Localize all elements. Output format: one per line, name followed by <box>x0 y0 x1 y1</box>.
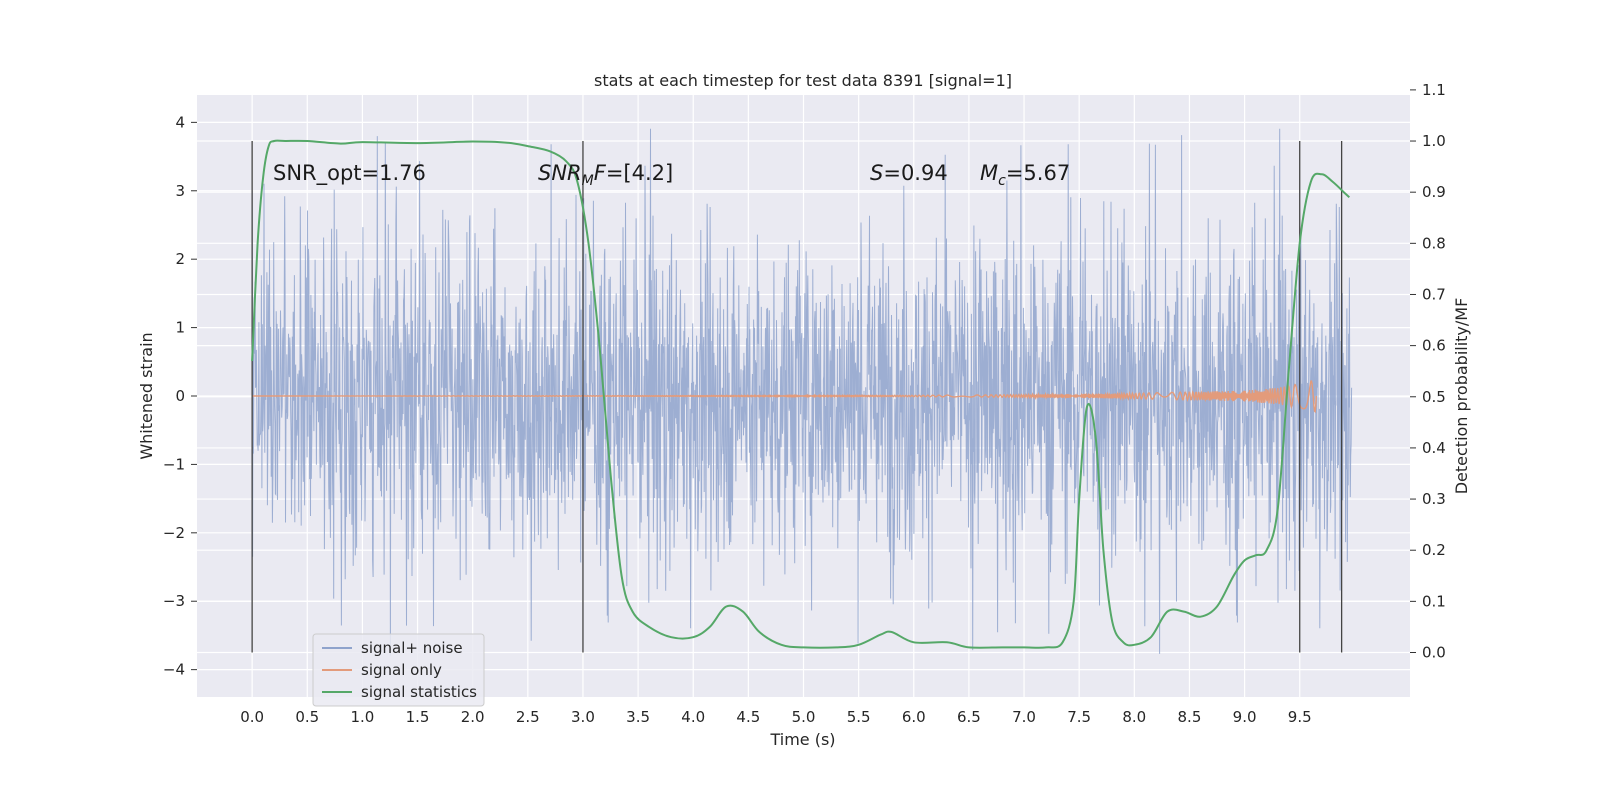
y-axis-ticks: 4 3 2 1 0 −1 −2 −3 −4 <box>163 113 197 679</box>
annotation-snr-mf: SNRMF=[4.2] <box>538 161 673 189</box>
y-tick-label: −1 <box>163 455 185 473</box>
snr-mf-rest-italic: F <box>594 161 607 185</box>
signal-only-line <box>252 380 1317 414</box>
mc-value: =5.67 <box>1006 161 1070 185</box>
x-tick-label: 4.5 <box>736 708 760 726</box>
y-tick-label: 1 <box>175 319 185 337</box>
y-tick-label: 3 <box>175 182 185 200</box>
x-tick-label: 5.0 <box>792 708 816 726</box>
y2-tick-label: 1.0 <box>1422 132 1446 150</box>
legend-label-signal-statistics: signal statistics <box>361 683 477 701</box>
y2-tick-label: 0.0 <box>1422 644 1446 662</box>
x-tick-label: 2.5 <box>516 708 540 726</box>
x-tick-label: 7.5 <box>1067 708 1091 726</box>
series-signal-plus-noise <box>251 128 1353 656</box>
y2-axis-label: Detection probability/MF <box>1452 298 1471 495</box>
mc-variable: M <box>980 161 998 185</box>
legend-label-signal-plus-noise: signal+ noise <box>361 639 463 657</box>
annotation-s: S=0.94 <box>870 161 948 185</box>
y-tick-label: −3 <box>163 592 185 610</box>
snr-mf-subscript: M <box>582 173 594 189</box>
y2-tick-label: 0.4 <box>1422 439 1446 457</box>
legend-box <box>312 633 485 707</box>
x-tick-label: 1.0 <box>350 708 374 726</box>
x-tick-label: 0.0 <box>240 708 264 726</box>
x-tick-label: 9.5 <box>1288 708 1312 726</box>
x-tick-label: 8.5 <box>1178 708 1202 726</box>
y2-tick-label: 0.2 <box>1422 541 1446 559</box>
y2-tick-label: 1.1 <box>1422 81 1446 99</box>
y2-axis-ticks: 1.1 1.0 0.9 0.8 0.7 0.6 0.5 0.4 0.3 0.2 0.1 0.0 <box>1410 81 1446 662</box>
y-tick-label: 0 <box>175 387 185 405</box>
y-tick-label: 4 <box>175 113 185 131</box>
series-signal-statistics <box>251 139 1351 649</box>
y-tick-label: 2 <box>175 250 185 268</box>
snr-mf-value: =[4.2] <box>606 161 673 185</box>
x-tick-label: 5.5 <box>847 708 871 726</box>
legend: signal+ noise signal only signal statist… <box>312 633 485 707</box>
x-axis-ticks: 0.0 0.5 1.0 1.5 2.0 2.5 3.0 3.5 4.0 4.5 5.0 5.5 6.0 6… <box>240 708 1311 726</box>
y2-tick-label: 0.3 <box>1422 490 1446 508</box>
legend-label-signal-only: signal only <box>361 661 442 679</box>
x-tick-label: 1.5 <box>406 708 430 726</box>
x-tick-label: 6.0 <box>902 708 926 726</box>
y2-tick-label: 0.5 <box>1422 388 1446 406</box>
series-signal-only <box>252 380 1317 414</box>
y2-tick-label: 0.7 <box>1422 285 1446 303</box>
s-value: =0.94 <box>883 161 947 185</box>
chart-title: stats at each timestep for test data 839… <box>594 71 1012 90</box>
annotation-mc: Mc=5.67 <box>980 161 1070 189</box>
y2-tick-label: 0.1 <box>1422 592 1446 610</box>
x-tick-label: 6.5 <box>957 708 981 726</box>
vertical-markers <box>251 141 1343 653</box>
y-axis-label: Whitened strain <box>137 332 156 459</box>
s-variable: S <box>870 161 883 185</box>
x-tick-label: 2.0 <box>461 708 485 726</box>
snr-mf-base: SNR <box>538 161 582 185</box>
y2-tick-label: 0.6 <box>1422 337 1446 355</box>
y2-tick-label: 0.8 <box>1422 234 1446 252</box>
x-tick-label: 8.0 <box>1122 708 1146 726</box>
x-tick-label: 4.0 <box>681 708 705 726</box>
x-axis-label: Time (s) <box>769 730 835 749</box>
x-tick-label: 3.0 <box>571 708 595 726</box>
annotation-snr-opt: SNR_opt=1.76 <box>273 161 426 186</box>
x-tick-label: 0.5 <box>295 708 319 726</box>
y-tick-label: −2 <box>163 524 185 542</box>
y-tick-label: −4 <box>163 661 185 679</box>
y2-tick-label: 0.9 <box>1422 183 1446 201</box>
x-tick-label: 3.5 <box>626 708 650 726</box>
x-tick-label: 9.0 <box>1233 708 1257 726</box>
signal-plus-noise-line <box>251 128 1353 656</box>
mc-subscript: c <box>998 173 1006 189</box>
x-tick-label: 7.0 <box>1012 708 1036 726</box>
signal-statistics-line <box>251 139 1351 649</box>
